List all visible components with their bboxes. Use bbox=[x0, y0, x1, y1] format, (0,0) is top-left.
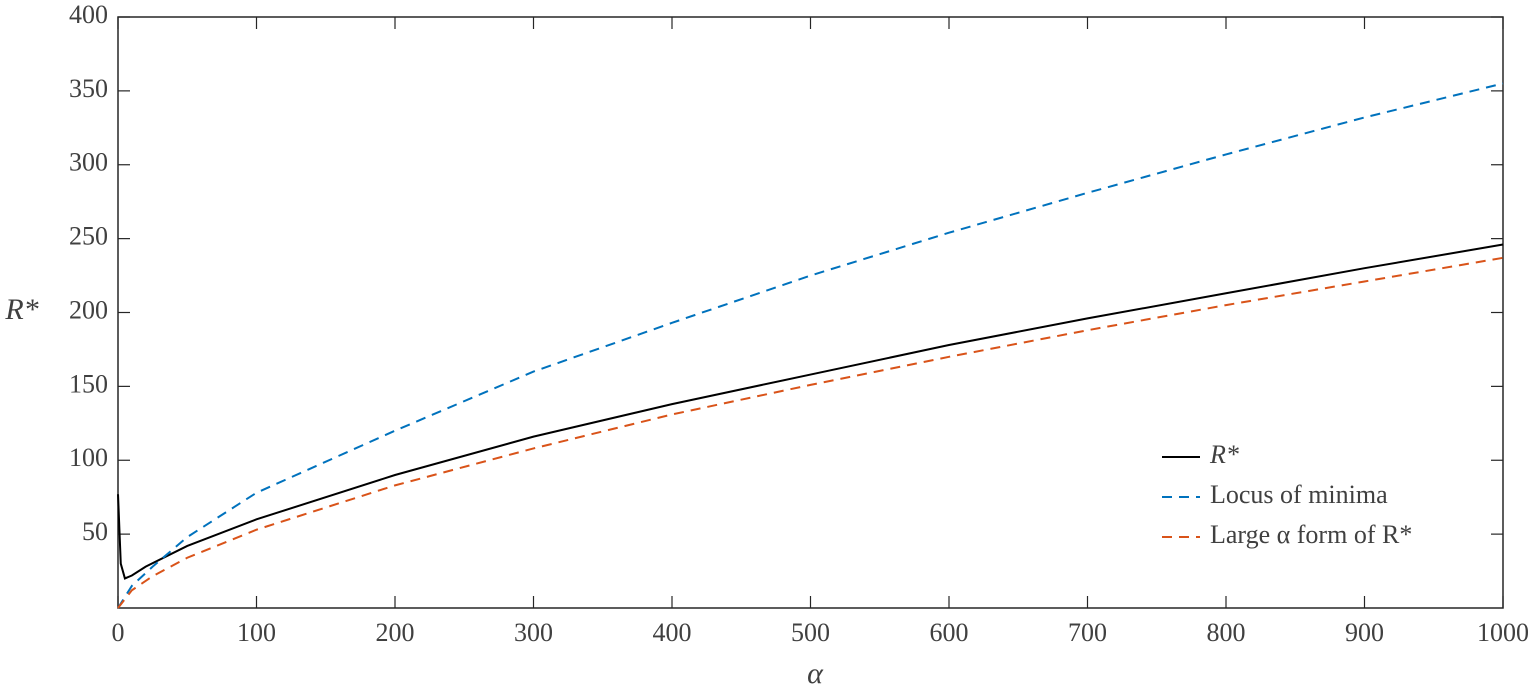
y-axis-label: R* bbox=[4, 293, 38, 326]
y-tick-label: 350 bbox=[69, 74, 108, 103]
x-tick-label: 900 bbox=[1345, 618, 1384, 647]
y-tick-label: 250 bbox=[69, 222, 108, 251]
legend-label: Locus of minima bbox=[1210, 480, 1388, 509]
y-tick-label: 200 bbox=[69, 295, 108, 324]
y-tick-label: 300 bbox=[69, 148, 108, 177]
y-tick-label: 150 bbox=[69, 369, 108, 398]
y-tick-label: 100 bbox=[69, 443, 108, 472]
x-tick-label: 200 bbox=[376, 618, 415, 647]
y-tick-label: 50 bbox=[82, 517, 108, 546]
x-tick-label: 600 bbox=[930, 618, 969, 647]
x-tick-label: 300 bbox=[514, 618, 553, 647]
x-tick-label: 1000 bbox=[1477, 618, 1529, 647]
y-tick-label: 400 bbox=[69, 0, 108, 29]
series-line bbox=[117, 243, 1504, 580]
series-line bbox=[117, 256, 1504, 609]
x-axis-label: α bbox=[807, 657, 824, 690]
x-tick-label: 500 bbox=[791, 618, 830, 647]
x-tick-label: 0 bbox=[112, 618, 125, 647]
x-tick-label: 100 bbox=[237, 618, 276, 647]
x-tick-label: 400 bbox=[653, 618, 692, 647]
x-tick-label: 700 bbox=[1068, 618, 1107, 647]
legend-label: Large α form of R* bbox=[1210, 520, 1412, 549]
legend-label: R* bbox=[1209, 440, 1239, 469]
x-tick-label: 800 bbox=[1207, 618, 1246, 647]
